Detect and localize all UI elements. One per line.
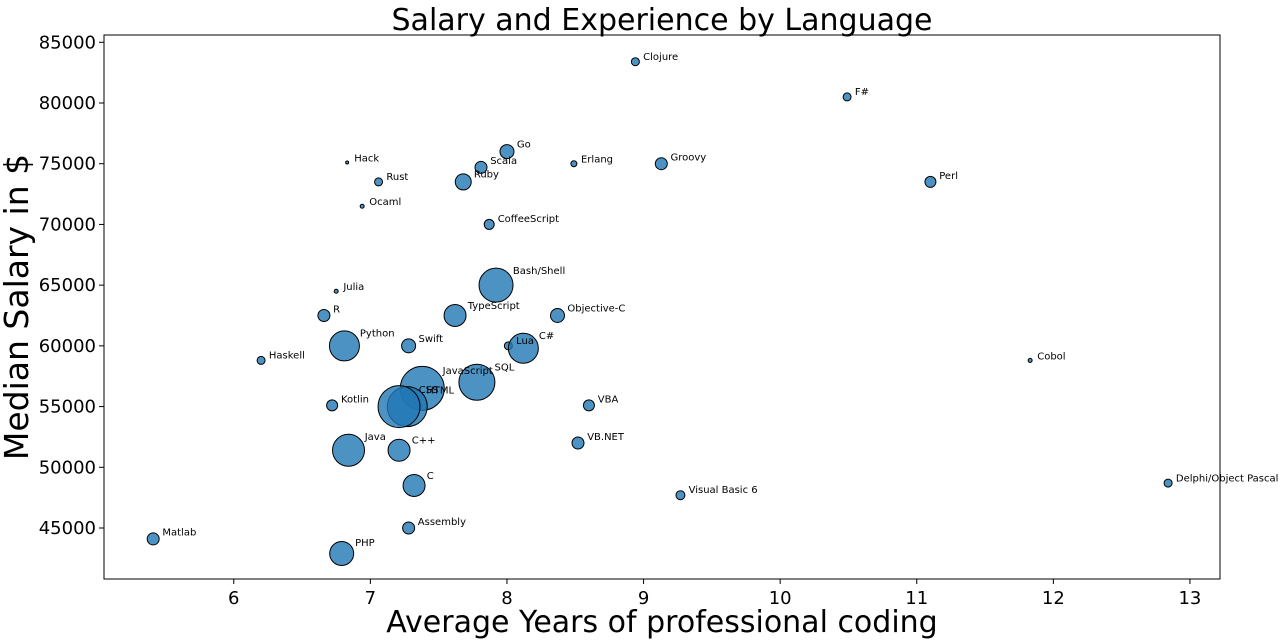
data-point-label: Lua [516, 336, 534, 347]
data-point-label: Haskell [269, 351, 305, 362]
data-point-label: VBA [598, 395, 619, 406]
data-point [454, 173, 472, 191]
data-point [458, 363, 496, 401]
data-point [924, 175, 937, 188]
data-point-label: JavaScript [442, 366, 493, 377]
point-labels-layer: Clojure F# Go Hack Scala Erlang Groovy Rust Ruby… [162, 52, 1278, 549]
data-point [499, 144, 515, 160]
data-point-label: Java [364, 432, 386, 443]
data-point [332, 433, 366, 467]
data-point [345, 160, 350, 165]
data-point-label: F# [855, 87, 869, 98]
y-tick-label: 70000 [39, 214, 96, 235]
x-tick-label: 8 [501, 588, 512, 609]
data-point [507, 332, 539, 364]
data-point [478, 267, 514, 303]
data-point [582, 399, 595, 412]
data-point [328, 330, 360, 362]
data-point-label: Swift [419, 334, 444, 345]
points-layer [146, 57, 1173, 566]
y-tick-label: 75000 [39, 154, 96, 175]
data-point [374, 177, 384, 187]
plot-frame [103, 34, 1221, 580]
y-tick-label: 65000 [39, 275, 96, 296]
data-point-label: Groovy [671, 153, 707, 164]
data-point-label: Rust [386, 172, 408, 183]
y-tick-label: 45000 [39, 518, 96, 539]
data-point-label: Ruby [474, 169, 499, 180]
data-point-label: Kotlin [341, 395, 369, 406]
data-point-label: Matlab [162, 528, 196, 539]
data-point-label: SQL [495, 363, 515, 374]
data-point [483, 218, 495, 230]
data-point [256, 355, 266, 365]
data-point [570, 160, 578, 168]
data-point-label: R [333, 304, 340, 315]
data-point [329, 541, 355, 566]
data-point [1027, 357, 1033, 363]
data-point [359, 203, 365, 209]
data-point-label: PHP [355, 538, 375, 549]
data-point [401, 338, 417, 354]
data-point-label: Scala [490, 156, 517, 167]
data-point-label: Assembly [418, 517, 466, 528]
data-point-label: Ocaml [369, 197, 401, 208]
data-point [474, 160, 488, 174]
data-point [842, 92, 852, 102]
data-point-label: Bash/Shell [513, 266, 565, 277]
data-point [402, 474, 426, 497]
data-point [654, 157, 668, 171]
data-point-label: CoffeeScript [498, 214, 559, 225]
x-tick-label: 12 [1042, 588, 1065, 609]
data-point [675, 490, 686, 501]
data-point [402, 521, 416, 535]
data-point [326, 399, 339, 412]
data-point-label: C++ [412, 436, 436, 447]
data-point-label: Perl [939, 171, 958, 182]
data-point [146, 532, 160, 546]
data-point-label: Cobol [1037, 351, 1065, 362]
data-point-label: Objective-C [567, 304, 625, 315]
data-point [630, 57, 640, 67]
data-point [333, 288, 339, 294]
data-point-label: C [427, 471, 434, 482]
y-tick-label: 55000 [39, 397, 96, 418]
data-point-label: Visual Basic 6 [689, 485, 758, 496]
data-point-label: Go [517, 140, 531, 151]
data-point-label: HTML [426, 386, 454, 397]
data-point [317, 309, 331, 322]
y-axis-label: Median Salary in $ [0, 154, 36, 460]
chart-title: Salary and Experience by Language [392, 3, 933, 38]
data-point-label: C# [539, 331, 554, 342]
y-axis-ticks: 45000 50000 55000 60000 65000 70000 75000 80000… [39, 32, 104, 539]
data-point-label: Hack [354, 153, 379, 164]
data-point-label: Erlang [581, 155, 613, 166]
data-point [443, 304, 467, 327]
y-tick-label: 80000 [39, 93, 96, 114]
y-tick-label: 50000 [39, 457, 96, 478]
x-tick-label: 10 [769, 588, 792, 609]
x-tick-label: 11 [905, 588, 928, 609]
x-tick-label: 6 [228, 588, 239, 609]
x-tick-label: 13 [1178, 588, 1201, 609]
data-point-label: Julia [342, 282, 364, 293]
data-point-label: TypeScript [467, 301, 520, 312]
data-point [1163, 478, 1173, 488]
data-point [387, 438, 411, 462]
x-tick-label: 9 [638, 588, 649, 609]
y-tick-label: 85000 [39, 32, 96, 53]
data-point-label: Delphi/Object Pascal [1176, 473, 1279, 484]
x-axis-ticks: 6 7 8 9 10 11 12 13 [228, 579, 1201, 609]
data-point [550, 308, 566, 323]
data-point-label: VB.NET [587, 432, 625, 443]
y-tick-label: 60000 [39, 336, 96, 357]
x-tick-label: 7 [365, 588, 376, 609]
data-point-label: CSS [419, 385, 439, 396]
data-point-label: Clojure [643, 52, 678, 63]
data-point-label: Python [360, 328, 395, 339]
x-axis-label: Average Years of professional coding [386, 605, 937, 640]
data-point [377, 385, 421, 429]
data-point [571, 436, 585, 450]
